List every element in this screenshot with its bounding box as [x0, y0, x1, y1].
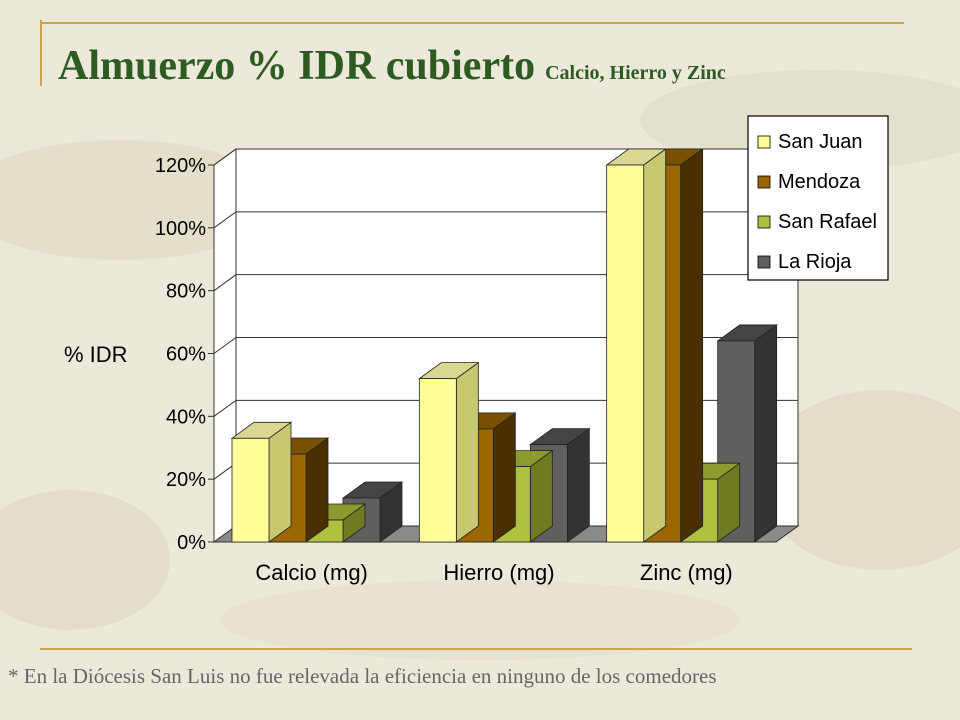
x-tick-label: Hierro (mg)	[443, 560, 554, 585]
bar-side	[268, 421, 292, 543]
legend-swatch	[757, 135, 771, 149]
y-tick-label: 40%	[166, 406, 206, 428]
header-horizontal-rule	[40, 22, 904, 24]
footer-rule	[40, 648, 912, 650]
bar-chart: 0% 20% 40% 60% 80% 100% 120% % IDR Calcio (mg) Hi…	[64, 115, 889, 585]
legend-swatch	[757, 175, 771, 189]
y-tick-label: 120%	[155, 155, 206, 177]
footnote: * En la Diócesis San Luis no fue relevad…	[8, 664, 717, 688]
y-axis-label: % IDR	[64, 342, 128, 367]
legend-label: San Rafael	[778, 211, 877, 233]
y-tick-label: 100%	[155, 218, 206, 240]
y-tick-label: 60%	[166, 344, 206, 366]
bar	[231, 437, 270, 543]
title-subtitle: Calcio, Hierro y Zinc	[545, 62, 726, 84]
bar-side	[455, 361, 479, 543]
bar-side	[492, 412, 516, 543]
legend-swatch	[757, 255, 771, 269]
slide-title: Almuerzo % IDR cubierto Calcio, Hierro y…	[58, 42, 726, 90]
bar-side	[754, 324, 778, 543]
legend-box	[747, 115, 889, 281]
x-tick-label: Zinc (mg)	[640, 560, 733, 585]
bar	[418, 378, 457, 543]
bar	[606, 164, 645, 543]
y-tick-label: 20%	[166, 469, 206, 491]
title-main: Almuerzo % IDR cubierto	[58, 43, 536, 89]
legend-label: San Juan	[778, 131, 863, 153]
bar-side	[680, 148, 704, 543]
legend-swatch	[757, 215, 771, 229]
bar-side	[643, 148, 667, 543]
bar-side	[566, 427, 590, 543]
legend-label: Mendoza	[778, 171, 861, 193]
bar-side	[305, 437, 329, 543]
legend-label: La Rioja	[778, 251, 852, 273]
x-tick-label: Calcio (mg)	[255, 560, 367, 585]
y-tick-label: 80%	[166, 281, 206, 303]
y-tick-label: 0%	[177, 532, 206, 554]
gridline	[213, 148, 798, 166]
header-vertical-rule	[40, 20, 42, 86]
